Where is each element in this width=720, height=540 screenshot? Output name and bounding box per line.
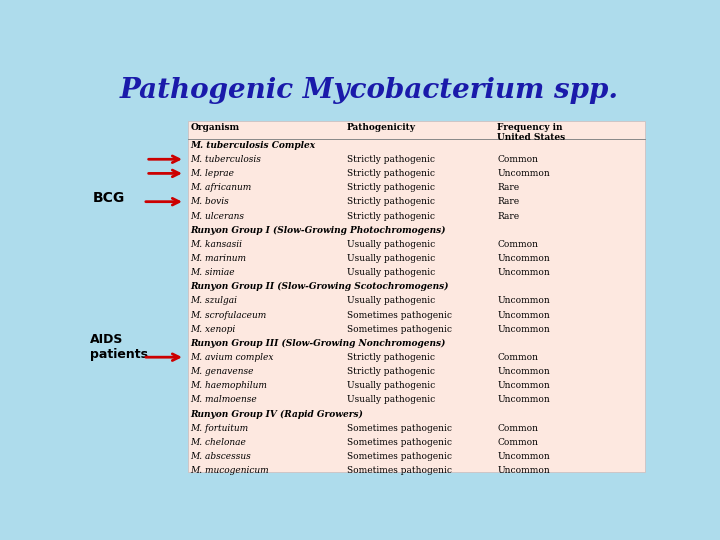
Text: Usually pathogenic: Usually pathogenic [347,240,435,249]
Text: Pathogenic Mycobacterium spp.: Pathogenic Mycobacterium spp. [120,77,618,104]
Text: M. genavense: M. genavense [190,367,254,376]
Text: Common: Common [498,155,539,164]
Text: Uncommon: Uncommon [498,367,550,376]
Text: Organism: Organism [190,123,240,132]
Text: Common: Common [498,438,539,447]
Text: Usually pathogenic: Usually pathogenic [347,395,435,404]
Text: M. haemophilum: M. haemophilum [190,381,267,390]
Text: United States: United States [498,133,565,143]
Text: M. xenopi: M. xenopi [190,325,235,334]
Text: Strictly pathogenic: Strictly pathogenic [347,183,435,192]
Text: Uncommon: Uncommon [498,452,550,461]
Text: Rare: Rare [498,212,519,220]
Text: Usually pathogenic: Usually pathogenic [347,381,435,390]
Text: Uncommon: Uncommon [498,395,550,404]
Text: Sometimes pathogenic: Sometimes pathogenic [347,310,451,320]
Text: Uncommon: Uncommon [498,381,550,390]
Text: Uncommon: Uncommon [498,466,550,475]
Text: Strictly pathogenic: Strictly pathogenic [347,169,435,178]
Text: Usually pathogenic: Usually pathogenic [347,268,435,277]
Text: M. avium complex: M. avium complex [190,353,274,362]
Text: M. chelonae: M. chelonae [190,438,246,447]
Text: M. africanum: M. africanum [190,183,252,192]
Text: Frequency in: Frequency in [498,123,563,132]
Text: M. tuberculosis Complex: M. tuberculosis Complex [190,141,315,150]
Text: Common: Common [498,353,539,362]
Text: Strictly pathogenic: Strictly pathogenic [347,367,435,376]
Text: Uncommon: Uncommon [498,169,550,178]
Text: M. marinum: M. marinum [190,254,246,263]
Text: Sometimes pathogenic: Sometimes pathogenic [347,452,451,461]
Text: M. fortuitum: M. fortuitum [190,424,248,433]
Text: Uncommon: Uncommon [498,325,550,334]
Text: Common: Common [498,240,539,249]
Text: Runyon Group I (Slow-Growing Photochromogens): Runyon Group I (Slow-Growing Photochromo… [190,226,446,235]
Text: Runyon Group II (Slow-Growing Scotochromogens): Runyon Group II (Slow-Growing Scotochrom… [190,282,449,292]
Text: M. scrofulaceum: M. scrofulaceum [190,310,266,320]
Text: M. bovis: M. bovis [190,198,229,206]
Text: M. tuberculosis: M. tuberculosis [190,155,261,164]
Text: Strictly pathogenic: Strictly pathogenic [347,212,435,220]
Text: Sometimes pathogenic: Sometimes pathogenic [347,325,451,334]
Text: Runyon Group III (Slow-Growing Nonchromogens): Runyon Group III (Slow-Growing Nonchromo… [190,339,446,348]
Text: Uncommon: Uncommon [498,296,550,306]
FancyBboxPatch shape [188,121,645,472]
Text: M. leprae: M. leprae [190,169,235,178]
Text: Sometimes pathogenic: Sometimes pathogenic [347,424,451,433]
Text: Usually pathogenic: Usually pathogenic [347,296,435,306]
Text: Pathogenicity: Pathogenicity [347,123,415,132]
Text: Usually pathogenic: Usually pathogenic [347,254,435,263]
Text: M. abscessus: M. abscessus [190,452,251,461]
Text: M. ulcerans: M. ulcerans [190,212,245,220]
Text: BCG: BCG [93,191,125,205]
Text: Rare: Rare [498,183,519,192]
Text: AIDS
patients: AIDS patients [90,333,148,361]
Text: Uncommon: Uncommon [498,254,550,263]
Text: Sometimes pathogenic: Sometimes pathogenic [347,466,451,475]
Text: Strictly pathogenic: Strictly pathogenic [347,353,435,362]
Text: Uncommon: Uncommon [498,310,550,320]
Text: M. szulgai: M. szulgai [190,296,238,306]
Text: Sometimes pathogenic: Sometimes pathogenic [347,438,451,447]
Text: M. mucogenicum: M. mucogenicum [190,466,269,475]
Text: M. simiae: M. simiae [190,268,235,277]
Text: M. kansasii: M. kansasii [190,240,243,249]
Text: M. malmoense: M. malmoense [190,395,257,404]
Text: Strictly pathogenic: Strictly pathogenic [347,198,435,206]
Text: Common: Common [498,424,539,433]
Text: Runyon Group IV (Rapid Growers): Runyon Group IV (Rapid Growers) [190,409,364,418]
Text: Uncommon: Uncommon [498,268,550,277]
Text: Rare: Rare [498,198,519,206]
Text: Strictly pathogenic: Strictly pathogenic [347,155,435,164]
